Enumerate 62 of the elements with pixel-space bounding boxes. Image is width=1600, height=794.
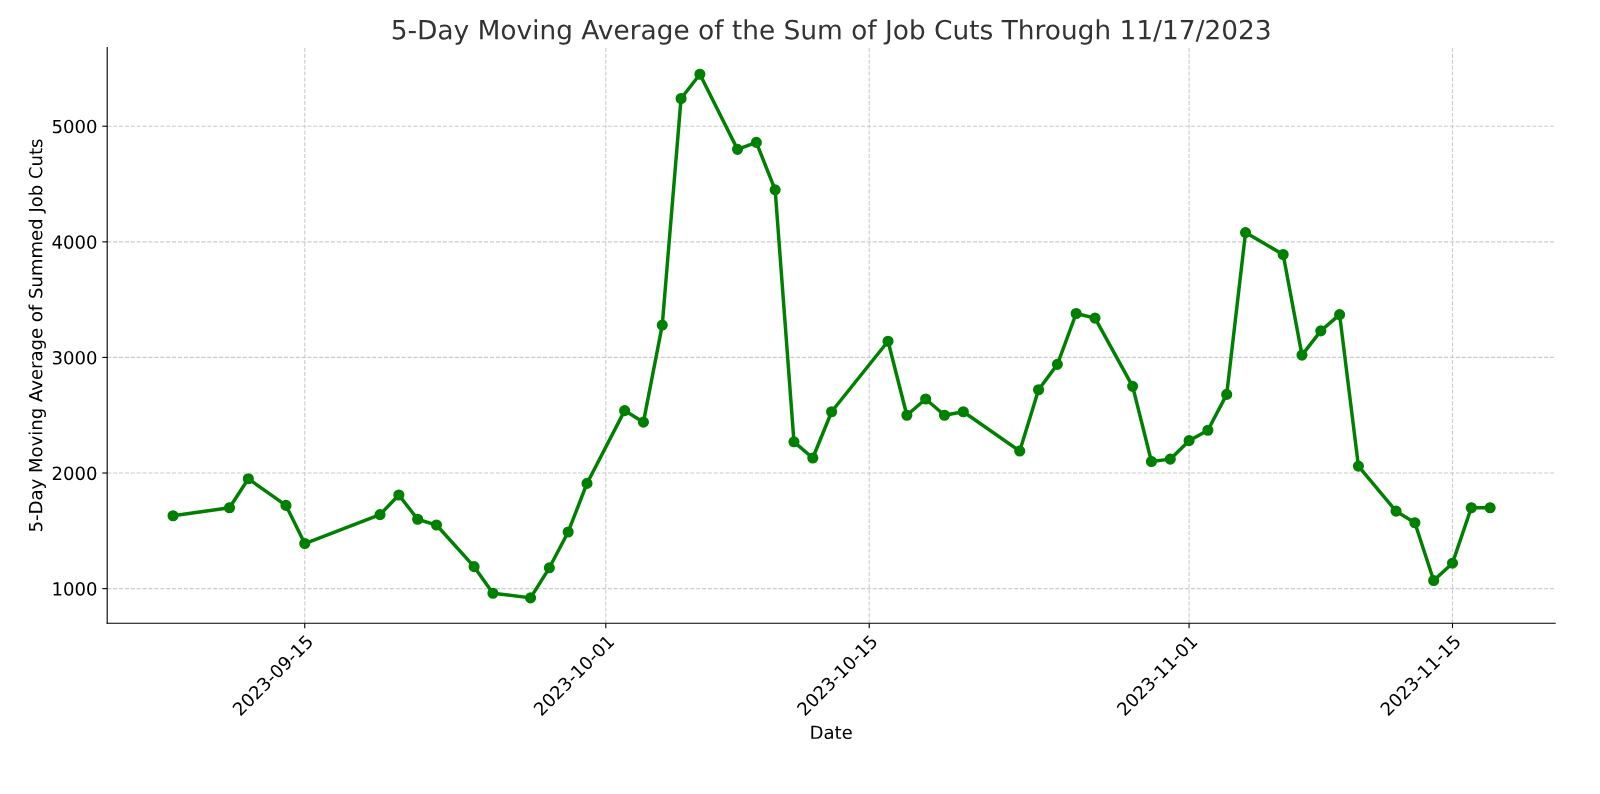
point xyxy=(562,526,574,538)
point xyxy=(1202,424,1214,436)
point xyxy=(1221,388,1233,400)
point xyxy=(299,537,311,550)
point xyxy=(412,513,424,525)
point xyxy=(1089,312,1101,324)
point xyxy=(1014,445,1026,457)
point xyxy=(393,489,405,501)
point xyxy=(1390,505,1402,517)
point xyxy=(1352,460,1364,472)
point xyxy=(1465,502,1477,514)
point xyxy=(1315,325,1327,337)
point xyxy=(430,519,443,531)
point xyxy=(1070,307,1082,320)
point xyxy=(223,502,236,514)
point xyxy=(1296,349,1308,361)
point xyxy=(938,409,951,421)
point xyxy=(1446,557,1459,569)
point xyxy=(280,499,292,511)
point xyxy=(675,92,687,105)
point xyxy=(374,509,386,521)
point xyxy=(1033,384,1045,396)
y-tick-label: 5000 xyxy=(52,119,97,134)
point xyxy=(1428,574,1440,587)
y-tick-label: 1000 xyxy=(53,582,97,596)
point xyxy=(1484,502,1496,514)
point xyxy=(1334,309,1346,321)
y-axis-title: 5-Day Moving Average of Summed Job Cuts xyxy=(28,139,46,532)
point xyxy=(242,473,254,485)
point xyxy=(694,68,706,80)
point xyxy=(1277,248,1289,261)
point xyxy=(826,406,838,418)
x-axis-title: Date xyxy=(811,725,852,740)
point xyxy=(957,406,969,418)
point xyxy=(1164,453,1176,465)
point xyxy=(167,510,179,522)
point xyxy=(581,477,593,489)
point xyxy=(901,409,913,421)
point xyxy=(807,452,819,464)
point xyxy=(1409,517,1421,529)
point xyxy=(731,143,744,155)
y-tick-label: 2000 xyxy=(52,466,97,481)
point xyxy=(1183,435,1195,447)
point xyxy=(920,393,932,405)
y-tick-label: 4000 xyxy=(52,235,97,249)
point xyxy=(524,592,537,604)
point xyxy=(1239,227,1252,239)
point xyxy=(750,136,762,148)
point xyxy=(1051,358,1063,370)
point xyxy=(882,335,894,347)
point xyxy=(788,436,800,448)
point xyxy=(487,587,499,599)
point xyxy=(769,184,781,196)
point xyxy=(1127,380,1139,392)
point xyxy=(656,319,668,331)
chart-title: 5-Day Moving Average of the Sum of Job Cuts Through 11/17/2023 xyxy=(392,19,1270,45)
point xyxy=(619,405,631,417)
point xyxy=(637,416,649,428)
point xyxy=(1145,455,1158,468)
point xyxy=(543,562,555,574)
y-tick-label: 3000 xyxy=(52,350,97,365)
point xyxy=(468,561,480,573)
